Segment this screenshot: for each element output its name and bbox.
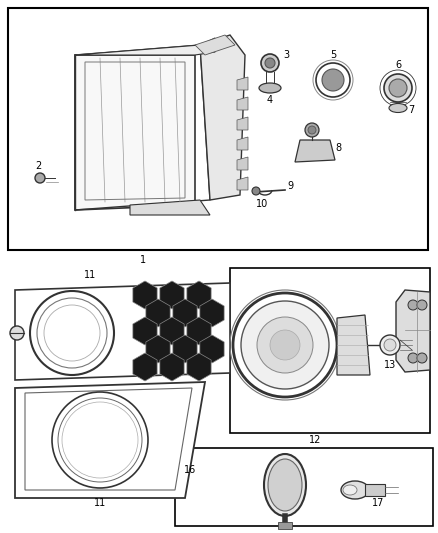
- Ellipse shape: [268, 459, 302, 511]
- Polygon shape: [337, 315, 370, 375]
- Text: 16: 16: [184, 465, 196, 475]
- Text: 4: 4: [267, 95, 273, 105]
- Polygon shape: [200, 299, 224, 327]
- Polygon shape: [173, 299, 197, 327]
- Text: 17: 17: [372, 498, 384, 508]
- Circle shape: [30, 291, 114, 375]
- Polygon shape: [200, 35, 245, 200]
- Circle shape: [265, 58, 275, 68]
- Text: 1: 1: [140, 255, 146, 265]
- Circle shape: [10, 326, 24, 340]
- Polygon shape: [237, 77, 248, 90]
- Polygon shape: [295, 140, 335, 162]
- Polygon shape: [133, 281, 157, 309]
- Text: 11: 11: [94, 498, 106, 508]
- Polygon shape: [237, 177, 248, 190]
- Text: 10: 10: [256, 199, 268, 209]
- Polygon shape: [130, 200, 210, 215]
- Text: 8: 8: [335, 143, 341, 153]
- Polygon shape: [15, 283, 230, 380]
- Polygon shape: [396, 290, 430, 372]
- Circle shape: [417, 353, 427, 363]
- Polygon shape: [187, 317, 211, 345]
- Polygon shape: [237, 137, 248, 150]
- Circle shape: [308, 126, 316, 134]
- Circle shape: [52, 392, 148, 488]
- Text: 6: 6: [395, 60, 401, 70]
- Circle shape: [252, 187, 260, 195]
- Circle shape: [233, 293, 337, 397]
- Polygon shape: [187, 281, 211, 309]
- Polygon shape: [237, 97, 248, 110]
- Text: 13: 13: [384, 360, 396, 370]
- Circle shape: [270, 330, 300, 360]
- Polygon shape: [146, 335, 170, 363]
- Circle shape: [384, 339, 396, 351]
- Circle shape: [35, 173, 45, 183]
- Polygon shape: [160, 317, 184, 345]
- Polygon shape: [237, 117, 248, 130]
- Text: 5: 5: [330, 50, 336, 60]
- Bar: [175, 448, 433, 526]
- Ellipse shape: [259, 83, 281, 93]
- Circle shape: [316, 63, 350, 97]
- Polygon shape: [200, 335, 224, 363]
- Polygon shape: [187, 353, 211, 381]
- Polygon shape: [195, 35, 235, 55]
- Polygon shape: [75, 55, 195, 210]
- Ellipse shape: [389, 103, 407, 112]
- Circle shape: [389, 79, 407, 97]
- Circle shape: [384, 74, 412, 102]
- Polygon shape: [133, 353, 157, 381]
- Bar: [365, 484, 385, 496]
- Circle shape: [261, 54, 279, 72]
- Circle shape: [257, 317, 313, 373]
- Bar: [8, 8, 428, 250]
- Text: 7: 7: [408, 105, 414, 115]
- Circle shape: [241, 301, 329, 389]
- Ellipse shape: [264, 454, 306, 516]
- Polygon shape: [75, 38, 215, 55]
- Circle shape: [417, 300, 427, 310]
- Circle shape: [305, 123, 319, 137]
- Text: 11: 11: [84, 270, 96, 280]
- Text: 12: 12: [309, 435, 321, 445]
- Bar: [230, 268, 430, 433]
- Circle shape: [380, 335, 400, 355]
- Polygon shape: [15, 382, 205, 498]
- Text: 3: 3: [283, 50, 289, 60]
- Text: 2: 2: [35, 161, 41, 171]
- Ellipse shape: [343, 485, 357, 495]
- Bar: [278, 522, 292, 529]
- Text: 9: 9: [287, 181, 293, 191]
- Polygon shape: [237, 157, 248, 170]
- Polygon shape: [146, 299, 170, 327]
- Ellipse shape: [341, 481, 369, 499]
- Polygon shape: [160, 353, 184, 381]
- Circle shape: [408, 353, 418, 363]
- Circle shape: [322, 69, 344, 91]
- Polygon shape: [173, 335, 197, 363]
- Circle shape: [408, 300, 418, 310]
- Polygon shape: [160, 281, 184, 309]
- Polygon shape: [133, 317, 157, 345]
